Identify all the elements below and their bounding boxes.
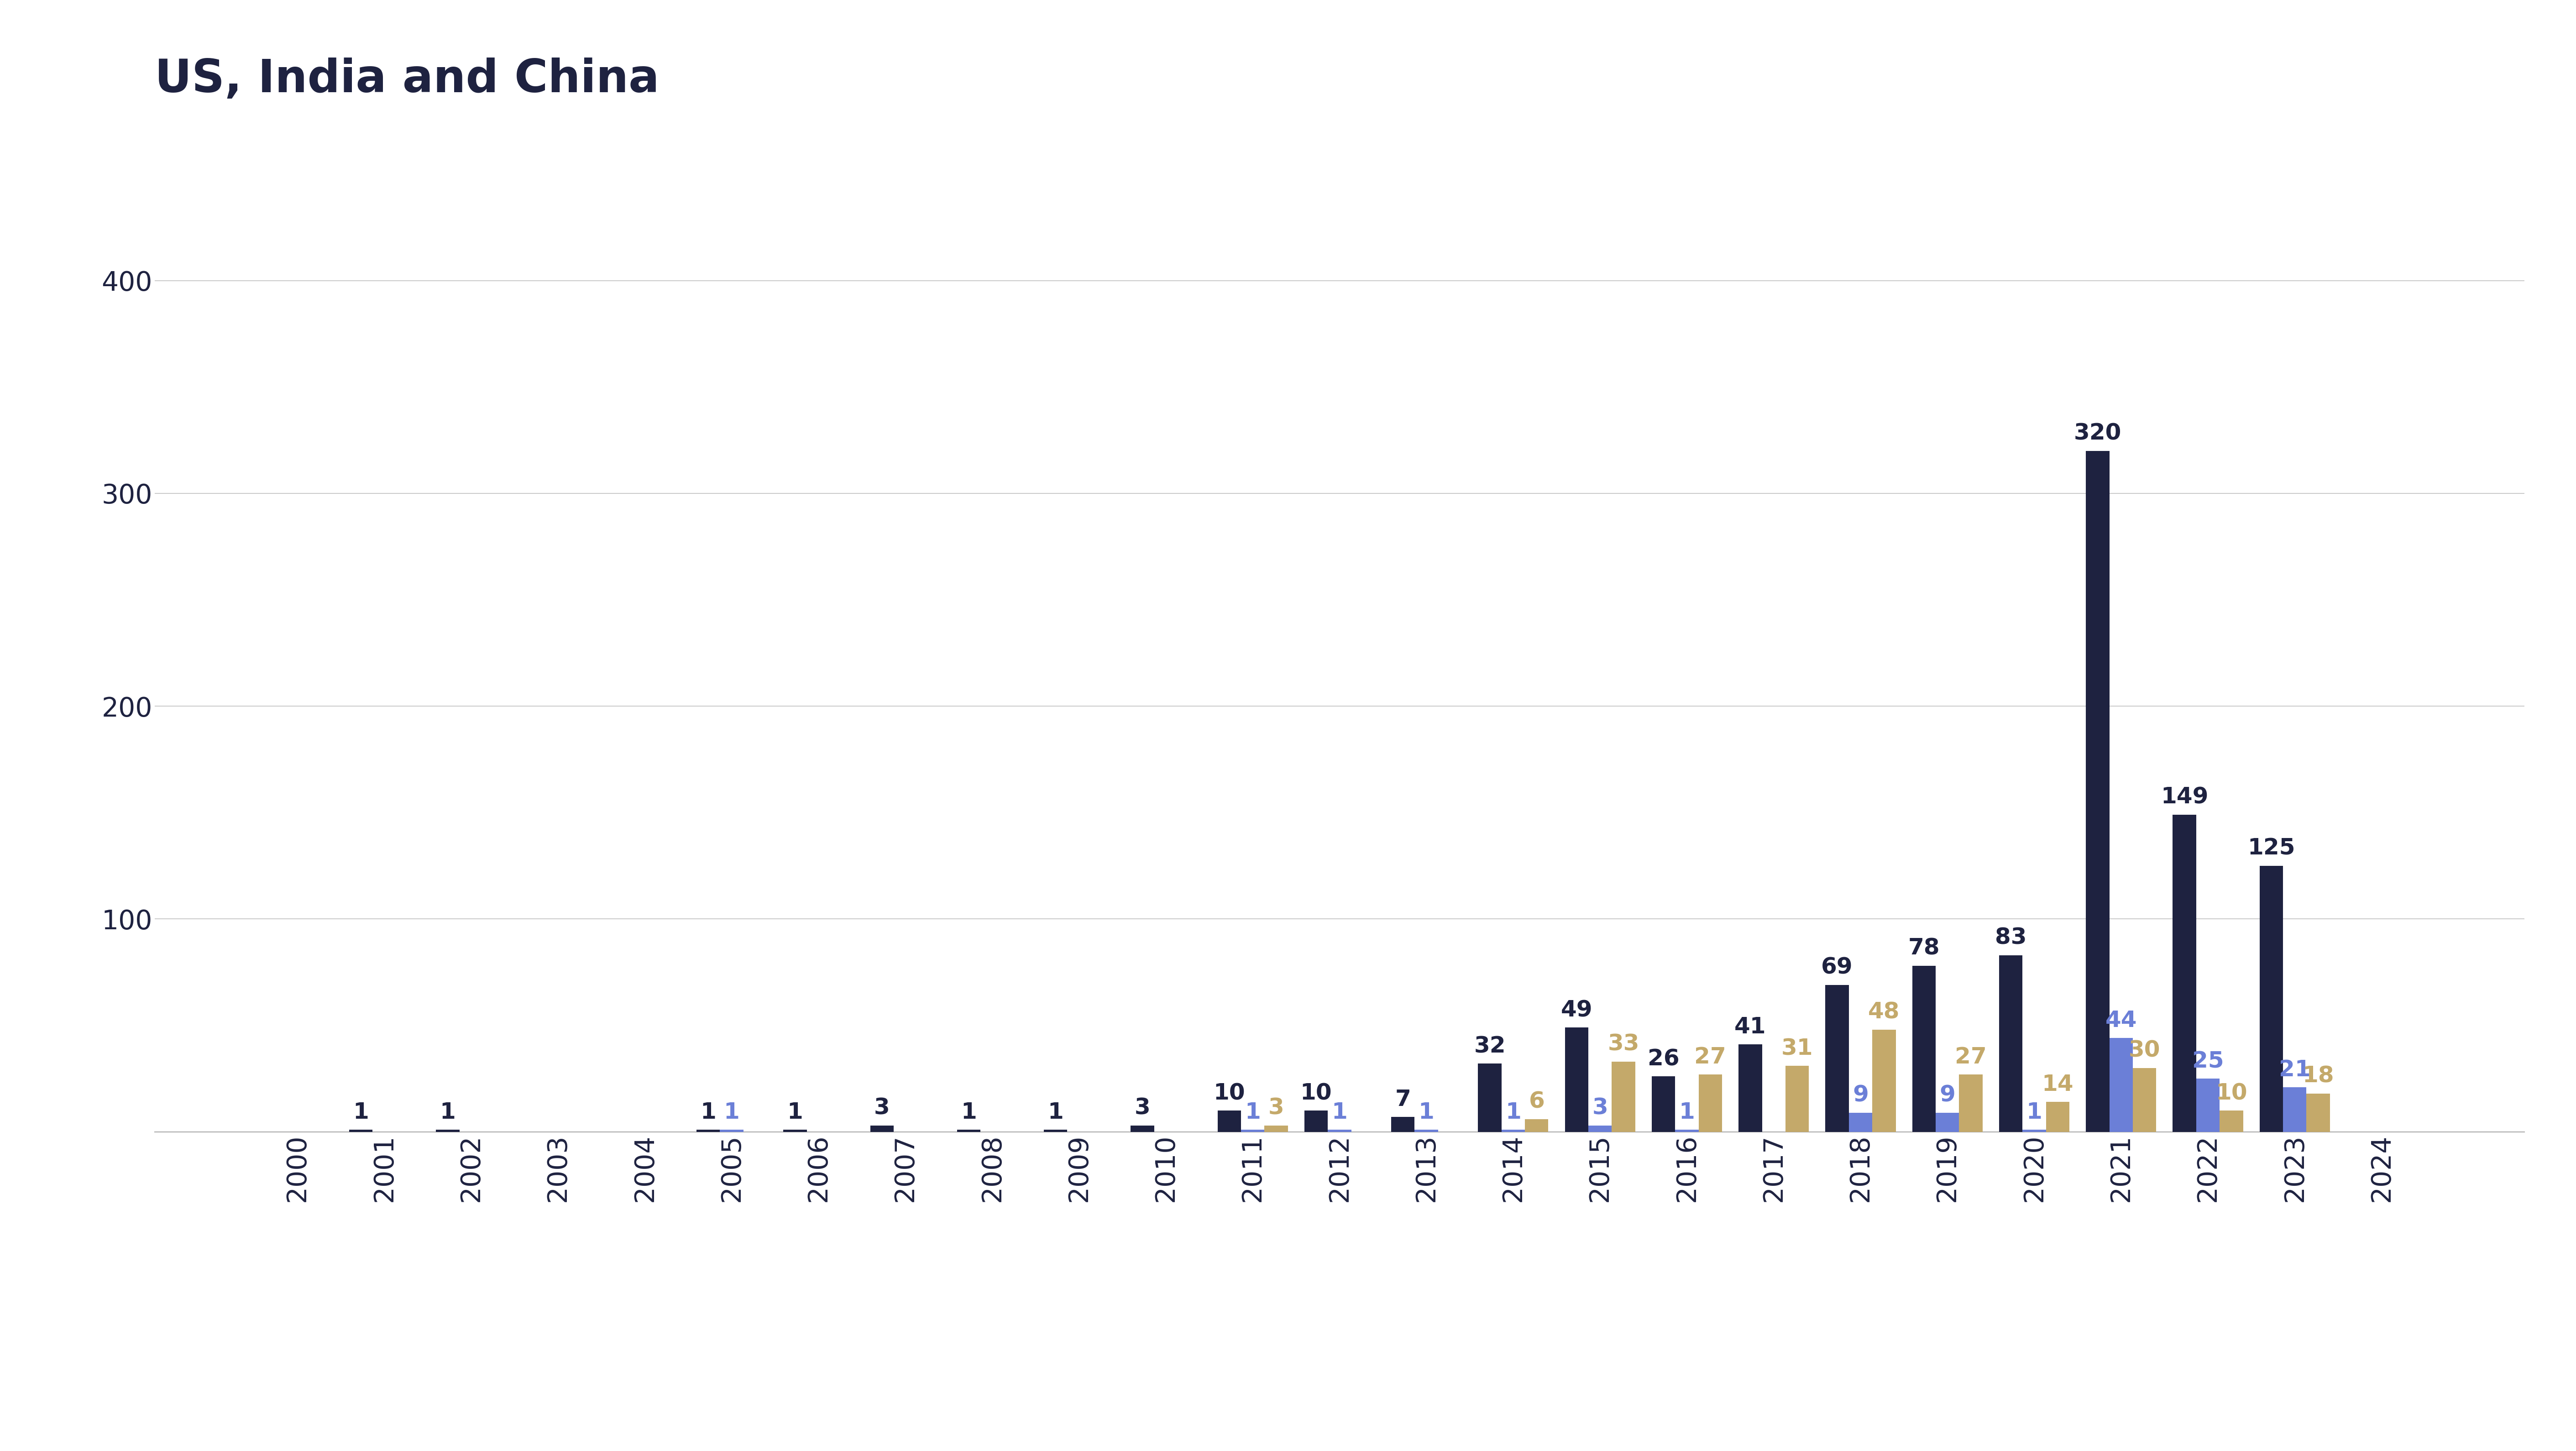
- Bar: [1739, 1045, 1762, 1132]
- Text: 1: 1: [1504, 1101, 1522, 1123]
- Text: US, India and China: US, India and China: [155, 57, 659, 102]
- Text: 27: 27: [1695, 1046, 1726, 1068]
- Text: 69: 69: [1821, 956, 1852, 978]
- Bar: [1479, 1064, 1502, 1132]
- Text: 44: 44: [2105, 1010, 2138, 1032]
- Text: 125: 125: [2246, 837, 2295, 859]
- Bar: [1327, 1130, 1352, 1132]
- Bar: [350, 1130, 374, 1132]
- Bar: [1131, 1126, 1154, 1132]
- Text: 27: 27: [1955, 1046, 1986, 1068]
- Text: 1: 1: [701, 1101, 716, 1123]
- Text: 1: 1: [1332, 1101, 1347, 1123]
- Bar: [2259, 866, 2282, 1132]
- Bar: [1218, 1110, 1242, 1132]
- Text: 3: 3: [1133, 1097, 1151, 1119]
- Text: 1: 1: [2027, 1101, 2043, 1123]
- Bar: [783, 1130, 806, 1132]
- Bar: [1242, 1130, 1265, 1132]
- Text: 1: 1: [1419, 1101, 1435, 1123]
- Bar: [1826, 985, 1850, 1132]
- Text: 18: 18: [2303, 1065, 2334, 1087]
- Text: 1: 1: [961, 1101, 976, 1123]
- Text: 3: 3: [1592, 1097, 1607, 1119]
- Bar: [958, 1130, 981, 1132]
- Text: 33: 33: [1607, 1033, 1638, 1055]
- Bar: [1935, 1113, 1960, 1132]
- Text: 9: 9: [1940, 1084, 1955, 1106]
- Text: 25: 25: [2192, 1051, 2223, 1072]
- Bar: [2133, 1068, 2156, 1132]
- Text: 83: 83: [1994, 927, 2027, 949]
- Text: 9: 9: [1852, 1084, 1868, 1106]
- Text: 1: 1: [1244, 1101, 1260, 1123]
- Bar: [1265, 1126, 1288, 1132]
- Bar: [2110, 1037, 2133, 1132]
- Bar: [2087, 451, 2110, 1132]
- Text: 6: 6: [1528, 1091, 1546, 1113]
- Text: 149: 149: [2161, 786, 2208, 808]
- Bar: [1785, 1066, 1808, 1132]
- Bar: [1502, 1130, 1525, 1132]
- Text: 31: 31: [1780, 1037, 1814, 1059]
- Bar: [1911, 966, 1935, 1132]
- Bar: [1960, 1074, 1984, 1132]
- Bar: [2221, 1110, 2244, 1132]
- Text: 1: 1: [353, 1101, 368, 1123]
- Bar: [2306, 1094, 2329, 1132]
- Bar: [1651, 1077, 1674, 1132]
- Bar: [2282, 1087, 2306, 1132]
- Bar: [871, 1126, 894, 1132]
- Text: 10: 10: [2215, 1082, 2246, 1104]
- Bar: [1613, 1062, 1636, 1132]
- Text: 1: 1: [1048, 1101, 1064, 1123]
- Bar: [435, 1130, 459, 1132]
- Text: 10: 10: [1301, 1082, 1332, 1104]
- Text: 1: 1: [440, 1101, 456, 1123]
- Bar: [696, 1130, 719, 1132]
- Text: 26: 26: [1649, 1048, 1680, 1069]
- Text: 3: 3: [1267, 1097, 1283, 1119]
- Text: 21: 21: [2280, 1059, 2311, 1081]
- Text: 1: 1: [788, 1101, 804, 1123]
- Text: 49: 49: [1561, 1000, 1592, 1022]
- Text: 32: 32: [1473, 1036, 1504, 1058]
- Text: 1: 1: [724, 1101, 739, 1123]
- Bar: [1564, 1027, 1589, 1132]
- Bar: [1850, 1113, 1873, 1132]
- Text: 320: 320: [2074, 422, 2123, 444]
- Bar: [1674, 1130, 1698, 1132]
- Bar: [719, 1130, 744, 1132]
- Bar: [2197, 1078, 2221, 1132]
- Bar: [1043, 1130, 1066, 1132]
- Bar: [1303, 1110, 1327, 1132]
- Bar: [1525, 1119, 1548, 1132]
- Text: 30: 30: [2128, 1040, 2161, 1062]
- Bar: [1414, 1130, 1437, 1132]
- Text: 10: 10: [1213, 1082, 1244, 1104]
- Bar: [1999, 955, 2022, 1132]
- Text: 3: 3: [873, 1097, 889, 1119]
- Text: 78: 78: [1909, 937, 1940, 959]
- Text: 48: 48: [1868, 1001, 1901, 1023]
- Bar: [2045, 1101, 2069, 1132]
- Bar: [1589, 1126, 1613, 1132]
- Bar: [1698, 1074, 1721, 1132]
- Bar: [1391, 1117, 1414, 1132]
- Bar: [2172, 814, 2197, 1132]
- Text: 14: 14: [2043, 1074, 2074, 1096]
- Text: 41: 41: [1734, 1016, 1767, 1037]
- Bar: [2022, 1130, 2045, 1132]
- Bar: [1873, 1030, 1896, 1132]
- Text: 1: 1: [1680, 1101, 1695, 1123]
- Text: 7: 7: [1396, 1088, 1412, 1110]
